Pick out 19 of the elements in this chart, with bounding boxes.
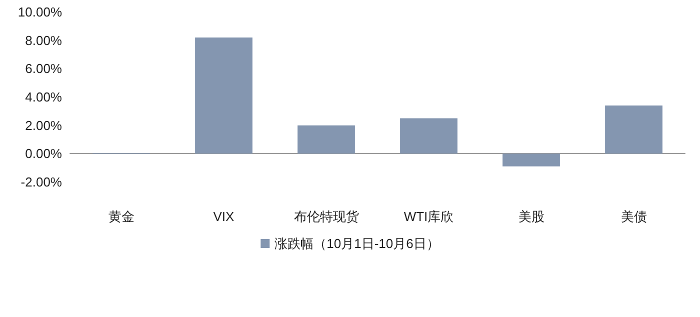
bar [400,118,458,154]
y-tick-label: 6.00% [25,61,62,76]
x-tick-label: 美股 [518,209,544,224]
y-tick-label: 8.00% [25,32,62,48]
bar [502,154,560,166]
legend-label: 涨跌幅（10月1日-10月6日） [274,236,440,251]
y-tick-label: -2.00% [20,174,62,190]
bar [605,106,662,154]
x-tick-label: 黄金 [108,209,134,224]
x-tick-label: VIX [213,209,235,224]
x-tick-label: WTI库欣 [404,209,454,224]
y-tick-label: 4.00% [25,90,62,104]
y-tick-label: 0.00% [25,146,62,162]
x-tick-label: 美债 [620,209,647,224]
y-tick-label: 2.00% [25,118,62,133]
bar [298,125,355,154]
y-tick-label: 10.00% [18,4,62,20]
bar [195,38,252,154]
x-tick-label: 布伦特现货 [294,209,359,224]
